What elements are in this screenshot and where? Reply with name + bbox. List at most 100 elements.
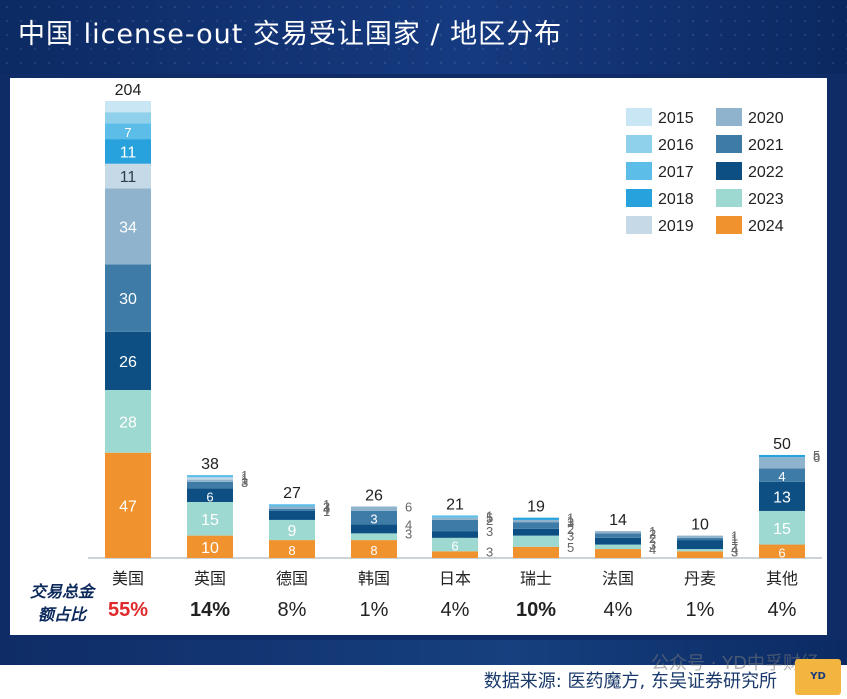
segment-value-label: 2 (567, 522, 574, 537)
bar-segment-2024 (595, 549, 641, 558)
segment-value-label: 1 (323, 504, 330, 519)
bar-total-label: 26 (365, 487, 383, 504)
bar-segment-2022 (759, 481, 805, 511)
segment-value-label: 4 (778, 469, 785, 484)
bar-segment-2023 (513, 535, 559, 547)
segment-value-label: 3 (370, 512, 377, 527)
segment-value-label: 1 (241, 468, 248, 483)
bar-segment-2016 (105, 112, 151, 124)
segment-value-label: 4 (649, 542, 656, 557)
category-label: 法国 (602, 570, 634, 588)
bar-segment-2021 (513, 522, 559, 529)
segment-value-label: 7 (124, 125, 131, 140)
segment-value-label: 30 (119, 291, 137, 308)
bar-segment-2024 (105, 452, 151, 558)
bar-segment-2024 (269, 540, 315, 558)
bar-total-label: 204 (115, 82, 142, 99)
segment-value-label: 10 (201, 540, 219, 557)
bar-segment-2020 (677, 535, 723, 538)
bar-segment-2021 (269, 508, 315, 511)
segment-value-label: 1 (567, 513, 574, 528)
bar-total-label: 38 (201, 456, 219, 473)
legend-swatch-2016 (626, 135, 652, 153)
share-value: 10% (516, 599, 556, 621)
share-row-label: 交易总金 (30, 583, 97, 601)
bar-segment-2022 (269, 510, 315, 520)
segment-value-label: 3 (731, 544, 738, 559)
watermark: 公众号 · YD中孚财经 (650, 653, 819, 674)
bar-segment-2023 (432, 537, 478, 552)
segment-value-label: 5 (567, 540, 574, 555)
page-title: 中国 license-out 交易受让国家 / 地区分布 (18, 19, 563, 50)
bar-total-label: 14 (609, 512, 627, 529)
segment-value-label: 8 (370, 543, 377, 558)
legend-label: 2018 (658, 191, 694, 208)
legend-label: 2021 (748, 137, 784, 154)
bar-segment-2022 (432, 531, 478, 538)
segment-value-label: 1 (486, 508, 493, 523)
bar-segment-2017 (432, 515, 478, 518)
bar-segment-2022 (105, 331, 151, 390)
footer-band (0, 665, 847, 699)
legend-label: 2024 (748, 218, 784, 235)
segment-value-label: 8 (288, 543, 295, 558)
segment-value-label: 3 (323, 499, 330, 514)
legend-swatch-2023 (716, 189, 742, 207)
header-bar: 中国 license-out 交易受让国家 / 地区分布 (0, 0, 847, 74)
legend-swatch-2020 (716, 108, 742, 126)
bar-segment-2018 (513, 517, 559, 520)
bar-total-label: 21 (446, 496, 464, 513)
bar-segment-2020 (351, 506, 397, 511)
legend-label: 2015 (658, 110, 694, 127)
segment-value-label: 5 (486, 511, 493, 526)
bar-segment-2019 (105, 163, 151, 189)
legend-swatch-2022 (716, 162, 742, 180)
segment-value-label: 4 (323, 502, 330, 517)
segment-value-label: 1 (731, 533, 738, 548)
segment-value-label: 34 (119, 219, 137, 236)
share-value: 14% (190, 599, 230, 621)
segment-value-label: 13 (773, 489, 791, 506)
bar-segment-2023 (351, 533, 397, 541)
bar-segment-2023 (187, 501, 233, 536)
bar-segment-2021 (432, 519, 478, 532)
bar-segment-2020 (759, 457, 805, 469)
segment-value-label: 2 (486, 513, 493, 528)
share-value: 8% (278, 599, 307, 621)
bar-segment-2021 (351, 510, 397, 525)
segment-value-label: 1 (567, 511, 574, 526)
bar-segment-2024 (759, 544, 805, 558)
legend-swatch-2024 (716, 216, 742, 234)
segment-value-label: 11 (120, 169, 137, 186)
segment-value-label: 4 (405, 517, 412, 532)
segment-value-label: 6 (206, 489, 213, 504)
share-value: 4% (441, 599, 470, 621)
segment-value-label: 11 (120, 144, 137, 161)
legend-swatch-2017 (626, 162, 652, 180)
legend-label: 2022 (748, 164, 784, 181)
bar-segment-2021 (595, 533, 641, 538)
share-value: 55% (108, 599, 148, 621)
bar-segment-2020 (513, 519, 559, 523)
segment-value-label: 3 (567, 515, 574, 530)
category-label: 德国 (276, 570, 308, 588)
bar-segment-2024 (677, 551, 723, 558)
segment-value-label: 1 (731, 529, 738, 544)
segment-value-label: 1 (241, 473, 248, 488)
segment-value-label: 6 (813, 450, 820, 465)
share-value: 4% (768, 599, 797, 621)
bar-segment-2017 (187, 475, 233, 478)
segment-value-label: 2 (649, 526, 656, 541)
segment-value-label: 3 (486, 524, 493, 539)
bar-segment-2022 (513, 528, 559, 536)
bar-segment-2020 (105, 188, 151, 265)
source-note: 数据来源: 医药魔方, 东吴证券研究所 (483, 671, 777, 692)
bar-segment-2022 (677, 540, 723, 550)
bar-segment-2022 (187, 488, 233, 502)
legend-label: 2020 (748, 110, 784, 127)
segment-value-label: 4 (731, 542, 738, 557)
share-row-label: 额占比 (38, 606, 88, 624)
share-value: 4% (604, 599, 633, 621)
bar-segment-2022 (351, 524, 397, 534)
